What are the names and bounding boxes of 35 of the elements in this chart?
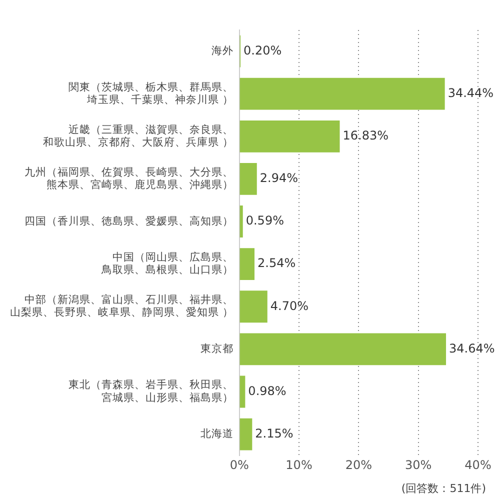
bar <box>240 206 243 238</box>
data-label: 2.54% <box>257 256 296 270</box>
y-tick-label: 近畿（三重県、滋賀県、奈良県、和歌山県、京都府、大阪府、兵庫県 ） <box>42 122 234 148</box>
data-label: 34.64% <box>449 341 495 356</box>
data-label: 0.59% <box>246 214 284 228</box>
bar <box>240 290 268 323</box>
y-tick-label: 北海道 <box>200 427 234 440</box>
x-tick-label: 20% <box>345 458 372 472</box>
data-label: 2.94% <box>260 171 298 186</box>
y-tick-label: 東北（青森県、岩手県、秋田県、宮城県、山形県、福島県） <box>68 378 234 404</box>
y-tick-label: 四国（香川県、徳島県、愛媛県、高知県） <box>24 214 234 228</box>
data-label: 2.15% <box>255 426 294 440</box>
y-tick-label: 九州（福岡県、佐賀県、長崎県、大分県、熊本県、宮崎県、鹿児島県、沖縄県） <box>24 165 234 191</box>
y-tick-label: 中部（新潟県、富山県、石川県、福井県、山梨県、長野県、岐阜県、静岡県、愛知県 ） <box>10 293 234 319</box>
x-tick-label: 0% <box>230 458 249 472</box>
bar <box>240 248 254 280</box>
x-tick-label: 40% <box>464 458 492 472</box>
x-tick-label: 30% <box>405 458 432 472</box>
x-tick-label: 10% <box>286 458 312 472</box>
bar <box>240 163 257 195</box>
y-tick-label: 海外 <box>211 45 234 58</box>
y-tick-label: 中国（岡山県、広島県、鳥取県、島根県、山口県） <box>100 250 234 276</box>
bar <box>240 376 246 408</box>
bar <box>240 120 340 152</box>
data-label: 16.83% <box>342 128 389 143</box>
data-label: 4.70% <box>270 298 309 313</box>
y-tick-label: 東京都 <box>200 342 234 355</box>
text: (回答数：511件) <box>401 482 486 495</box>
data-label: 34.44% <box>448 86 494 100</box>
bar <box>240 333 446 366</box>
data-label: 0.98% <box>248 384 286 398</box>
data-label: 0.20% <box>244 43 282 58</box>
y-tick-label: 関東（茨城県、栃木県、群馬県、埼玉県、千葉県、神奈川県 ） <box>68 80 234 106</box>
bar <box>240 78 445 110</box>
bar <box>240 418 252 450</box>
